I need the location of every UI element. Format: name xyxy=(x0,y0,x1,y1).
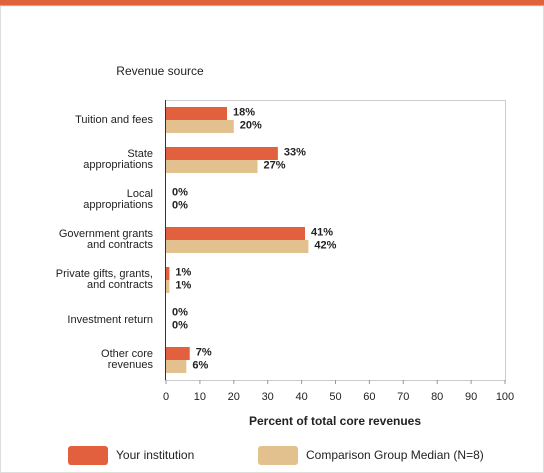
value-label: 7% xyxy=(196,346,212,358)
value-label: 1% xyxy=(175,266,191,278)
chart-title: Revenue source xyxy=(116,64,204,78)
y-tick-label: Private gifts, grants, and contracts xyxy=(55,268,153,291)
legend-label: Your institution xyxy=(116,448,194,462)
bar xyxy=(166,107,228,120)
value-label: 41% xyxy=(311,226,333,238)
value-label: 0% xyxy=(172,306,188,318)
x-tick-label: 10 xyxy=(194,391,206,403)
x-tick-label: 40 xyxy=(295,391,307,403)
y-tick-label: State appropriations xyxy=(83,148,153,171)
value-label: 0% xyxy=(172,186,188,198)
bar xyxy=(166,227,305,240)
x-tick-label: 0 xyxy=(163,391,169,403)
x-tick-label: 70 xyxy=(397,391,409,403)
value-label: 27% xyxy=(264,159,286,171)
bar xyxy=(166,240,309,253)
y-tick-label: Government grants and contracts xyxy=(58,228,153,251)
y-tick-label: Investment return xyxy=(67,313,153,326)
x-tick-label: 90 xyxy=(465,391,477,403)
bar xyxy=(166,147,278,160)
value-label: 20% xyxy=(240,119,262,131)
y-tick-label: Local appropriations xyxy=(83,188,153,211)
value-label: 1% xyxy=(175,279,191,291)
value-label: 0% xyxy=(172,199,188,211)
x-tick-label: 20 xyxy=(228,391,240,403)
bar xyxy=(166,160,258,173)
legend-label: Comparison Group Median (N=8) xyxy=(306,448,484,462)
bar xyxy=(166,347,190,360)
legend-swatch xyxy=(68,446,108,465)
y-tick-label: Tuition and fees xyxy=(75,113,153,126)
x-axis-label: Percent of total core revenues xyxy=(249,414,421,428)
value-label: 33% xyxy=(284,146,306,158)
bar xyxy=(166,120,234,133)
y-tick-label: Other core revenues xyxy=(101,348,153,371)
x-tick-label: 60 xyxy=(363,391,375,403)
bar xyxy=(166,360,187,373)
top-bar xyxy=(0,0,544,6)
value-label: 42% xyxy=(314,239,336,251)
x-tick-label: 100 xyxy=(496,391,514,403)
x-tick-label: 50 xyxy=(329,391,341,403)
value-label: 18% xyxy=(233,106,255,118)
x-tick-label: 80 xyxy=(431,391,443,403)
value-label: 6% xyxy=(192,359,208,371)
x-tick-label: 30 xyxy=(262,391,274,403)
bar xyxy=(166,267,170,280)
bar xyxy=(166,280,170,293)
value-label: 0% xyxy=(172,319,188,331)
legend-swatch xyxy=(258,446,298,465)
